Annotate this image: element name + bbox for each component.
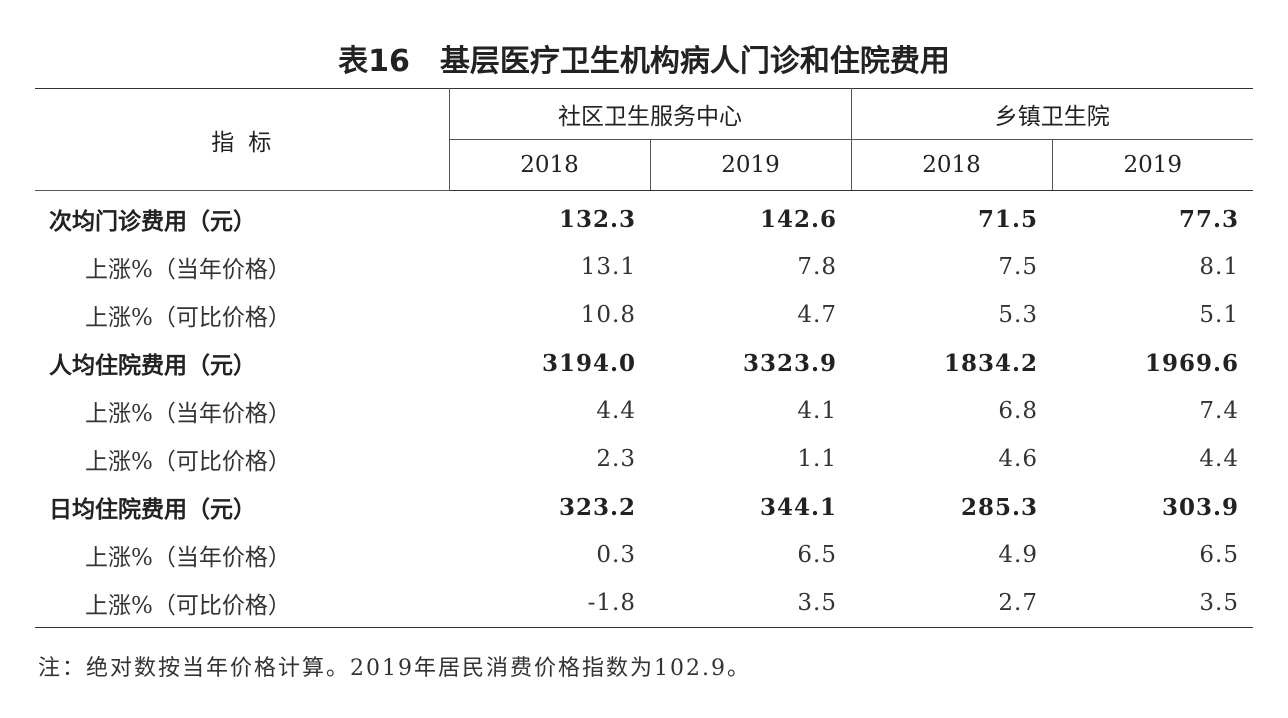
value-cell: 13.1 [580, 254, 636, 280]
table-row: 上涨%（当年价格） 13.1 7.8 7.5 8.1 [35, 243, 1253, 291]
value-cell: 4.1 [797, 398, 837, 424]
value-cell: -1.8 [449, 579, 650, 628]
value-cell: 5.1 [1199, 302, 1239, 328]
value-cell: 1.1 [797, 446, 837, 472]
value-cell: 7.5 [998, 254, 1038, 280]
table-row: 人均住院费用（元） 3194.0 3323.9 1834.2 1969.6 [35, 339, 1253, 387]
table-title: 表16 基层医疗卫生机构病人门诊和住院费用 [0, 40, 1288, 84]
row-label: 次均门诊费用（元） [49, 208, 256, 235]
value-cell: 3323.9 [742, 349, 837, 377]
table-row: 次均门诊费用（元） 132.3 142.6 71.5 77.3 [35, 191, 1253, 244]
year-header: 2019 [1052, 139, 1253, 191]
row-label: 上涨%（当年价格） [85, 545, 291, 571]
row-label: 上涨%（可比价格） [35, 579, 449, 628]
value-cell: 71.5 [977, 205, 1038, 233]
value-cell: 303.9 [1161, 493, 1239, 521]
table-body: 次均门诊费用（元） 132.3 142.6 71.5 77.3 上涨%（当年价格） 13.1… [35, 191, 1253, 628]
footnote: 注：绝对数按当年价格计算。2019年居民消费价格指数为102.9。 [38, 656, 751, 681]
group-header-township: 乡镇卫生院 [851, 88, 1253, 140]
value-cell: 0.3 [596, 542, 636, 568]
value-cell: 132.3 [558, 205, 636, 233]
group-header-community: 社区卫生服务中心 [449, 88, 852, 140]
value-cell: 5.3 [998, 302, 1038, 328]
table-row: 上涨%（当年价格） 4.4 4.1 6.8 7.4 [35, 387, 1253, 435]
row-label: 人均住院费用（元） [49, 352, 256, 379]
value-cell: 2.3 [596, 446, 636, 472]
value-cell: 2.7 [851, 579, 1052, 628]
year-header: 2018 [449, 139, 651, 191]
value-cell: 1969.6 [1144, 349, 1239, 377]
row-label: 上涨%（可比价格） [85, 449, 291, 475]
value-cell: 4.4 [596, 398, 636, 424]
value-cell: 8.1 [1199, 254, 1239, 280]
row-label: 上涨%（当年价格） [85, 257, 291, 283]
year-header: 2019 [650, 139, 852, 191]
value-cell: 6.5 [1199, 542, 1239, 568]
value-cell: 3.5 [650, 579, 851, 628]
value-cell: 1834.2 [943, 349, 1038, 377]
table-row: 上涨%（可比价格） 2.3 1.1 4.6 4.4 [35, 435, 1253, 483]
value-cell: 7.8 [797, 254, 837, 280]
value-cell: 6.8 [998, 398, 1038, 424]
row-label: 上涨%（当年价格） [85, 401, 291, 427]
value-cell: 3194.0 [541, 349, 636, 377]
value-cell: 323.2 [558, 493, 636, 521]
table-header: 指标 社区卫生服务中心 乡镇卫生院 2018 2019 2018 2019 [35, 88, 1253, 191]
year-header: 2018 [851, 139, 1053, 191]
value-cell: 6.5 [797, 542, 837, 568]
table-row: 日均住院费用（元） 323.2 344.1 285.3 303.9 [35, 483, 1253, 531]
row-label: 日均住院费用（元） [49, 496, 256, 523]
table-number: 表16 [338, 44, 410, 79]
table-title-text: 基层医疗卫生机构病人门诊和住院费用 [439, 44, 950, 79]
value-cell: 4.6 [998, 446, 1038, 472]
value-cell: 4.9 [998, 542, 1038, 568]
value-cell: 10.8 [580, 302, 636, 328]
value-cell: 3.5 [1052, 579, 1253, 628]
value-cell: 4.4 [1199, 446, 1239, 472]
data-table: 指标 社区卫生服务中心 乡镇卫生院 2018 2019 2018 2019 次均… [35, 88, 1253, 628]
value-cell: 77.3 [1178, 205, 1239, 233]
table-row: 上涨%（当年价格） 0.3 6.5 4.9 6.5 [35, 531, 1253, 579]
table-row: 上涨%（可比价格） 10.8 4.7 5.3 5.1 [35, 291, 1253, 339]
value-cell: 142.6 [759, 205, 837, 233]
value-cell: 4.7 [797, 302, 837, 328]
value-cell: 344.1 [759, 493, 837, 521]
row-label: 上涨%（可比价格） [85, 305, 291, 331]
table-row: 上涨%（可比价格） -1.8 3.5 2.7 3.5 [35, 579, 1253, 628]
value-cell: 285.3 [960, 493, 1038, 521]
value-cell: 7.4 [1199, 398, 1239, 424]
indicator-header: 指标 [35, 88, 450, 191]
